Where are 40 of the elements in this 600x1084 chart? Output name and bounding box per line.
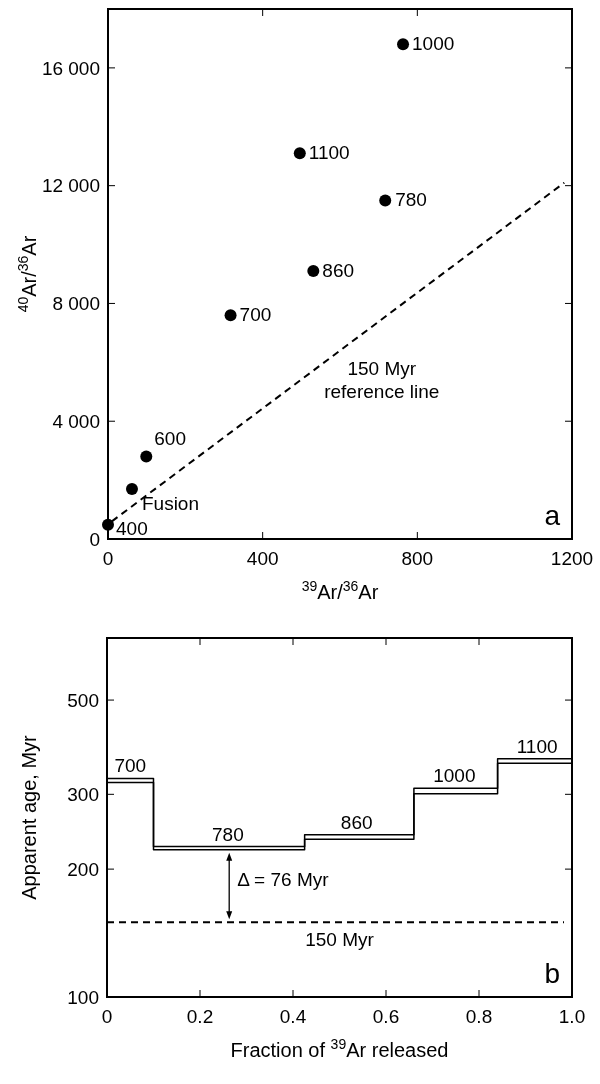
x-tick-label: 1.0: [558, 1006, 586, 1027]
annotation: 700: [239, 304, 272, 326]
annotation: 780: [395, 189, 427, 211]
y-tick-label: 8 000: [52, 293, 100, 315]
y-tick-label: 100: [67, 986, 99, 1008]
annotation: 1000: [412, 33, 455, 55]
x-tick-label: 0.6: [372, 1006, 400, 1027]
x-tick-label: 0: [102, 548, 114, 569]
annotation: 860: [340, 811, 373, 833]
annotation: 860: [322, 260, 355, 282]
y-tick-label: 16 000: [41, 57, 100, 79]
annotation: 1100: [308, 142, 350, 164]
annotation: b: [544, 958, 560, 989]
y-tick-label: 12 000: [41, 175, 100, 197]
y-tick-label: 200: [67, 858, 99, 880]
annotation: 150 Myr reference line: [324, 357, 440, 402]
annotation: 1000: [433, 765, 476, 787]
y-tick-label: 500: [67, 689, 99, 711]
annotation: Fusion: [141, 492, 199, 514]
annotation: a: [544, 500, 561, 531]
annotation: 700: [114, 755, 147, 777]
x-axis-title: $^{39}$Ar/$^{36}$Ar: [301, 578, 379, 603]
annotation: 600: [154, 427, 186, 449]
x-tick-label: 800: [401, 548, 434, 569]
annotation: Δ = 76 Myr: [237, 868, 330, 890]
y-tick-label: 0: [89, 528, 100, 550]
annotation: 1100: [516, 735, 558, 757]
x-tick-label: 1200: [550, 548, 594, 569]
x-tick-label: 0: [101, 1006, 113, 1027]
x-axis-title: Fraction of $^{39}$Ar released: [230, 1036, 449, 1061]
x-tick-label: 0.4: [279, 1006, 307, 1027]
x-tick-label: 400: [246, 548, 279, 569]
x-tick-label: 0.8: [465, 1006, 493, 1027]
y-tick-label: 4 000: [52, 410, 100, 432]
annotation: 400: [116, 517, 148, 539]
y-tick-label: 300: [67, 783, 99, 805]
annotation: 780: [212, 823, 244, 845]
y-axis-title: Apparent age, Myr: [18, 734, 40, 900]
x-tick-label: 0.2: [186, 1006, 214, 1027]
ref-line-label: 150 Myr: [305, 929, 375, 951]
